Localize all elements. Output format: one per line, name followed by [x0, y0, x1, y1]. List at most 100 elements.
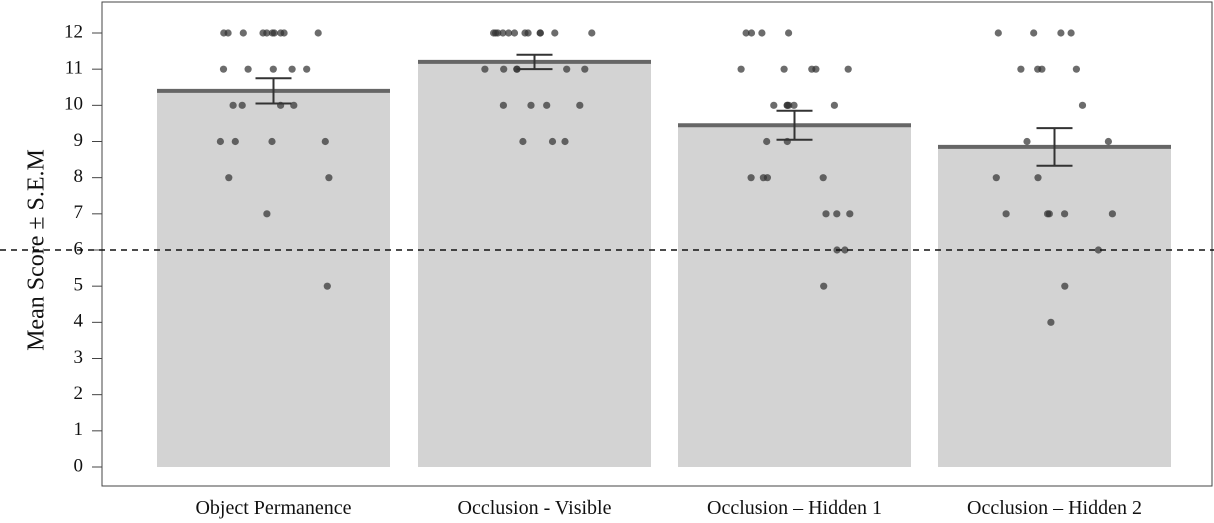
data-point: [1078, 101, 1087, 109]
y-axis-title: Mean Score ± S.E.M: [24, 149, 50, 351]
data-point: [269, 65, 277, 73]
data-point: [563, 65, 571, 73]
data-point: [588, 29, 596, 37]
data-point: [780, 65, 788, 73]
data-point: [763, 174, 772, 182]
data-point: [314, 29, 322, 37]
data-point: [833, 210, 841, 218]
data-point: [808, 65, 816, 73]
data-point: [259, 29, 267, 37]
data-point: [819, 174, 827, 182]
data-point: [499, 101, 507, 109]
y-tick-label: 0: [74, 455, 84, 476]
y-tick-label: 3: [74, 347, 84, 368]
data-point: [1108, 210, 1116, 218]
y-tick-label: 8: [74, 166, 84, 187]
data-point: [505, 29, 513, 37]
data-point: [280, 29, 288, 37]
data-point: [303, 65, 311, 73]
data-point: [737, 65, 745, 73]
data-point: [830, 101, 839, 109]
data-point: [325, 174, 333, 182]
data-point: [270, 29, 278, 37]
data-point: [244, 65, 252, 73]
data-point: [290, 101, 298, 109]
data-point: [1030, 29, 1038, 37]
data-point: [1023, 137, 1031, 146]
data-point: [581, 65, 589, 73]
data-point: [1017, 65, 1025, 73]
data-point: [1061, 282, 1069, 290]
data-point: [992, 174, 1000, 182]
x-tick-label: Object Permanence: [195, 497, 351, 519]
data-point: [268, 137, 276, 146]
y-tick-label: 10: [64, 94, 83, 115]
x-tick-label: Occlusion – Hidden 2: [967, 497, 1142, 519]
data-point: [1057, 29, 1065, 37]
data-point: [561, 137, 569, 146]
data-point: [763, 137, 771, 146]
data-point: [225, 174, 233, 182]
data-point: [790, 101, 798, 109]
data-point: [551, 29, 559, 37]
y-tick-label: 11: [65, 58, 83, 79]
data-point: [822, 210, 830, 218]
data-point: [499, 29, 507, 37]
data-point: [758, 29, 766, 37]
data-point: [770, 101, 778, 109]
data-point: [1104, 137, 1112, 146]
data-point: [527, 101, 535, 109]
x-tick-label: Occlusion - Visible: [458, 497, 612, 519]
data-point: [220, 29, 228, 37]
data-point: [785, 29, 793, 37]
data-point: [500, 65, 508, 73]
data-point: [216, 137, 224, 146]
data-point: [229, 101, 237, 109]
data-point: [1002, 210, 1010, 218]
bar: [157, 90, 390, 467]
data-point: [1094, 246, 1102, 254]
bar: [678, 125, 911, 467]
y-tick-label: 5: [74, 275, 84, 296]
data-point: [844, 65, 852, 73]
data-point: [820, 282, 828, 290]
plot-frame: [101, 1, 1213, 487]
y-tick-label: 4: [74, 311, 84, 332]
data-point: [536, 29, 544, 37]
data-point: [490, 29, 498, 37]
data-point: [1061, 210, 1069, 218]
y-tick-label: 7: [74, 202, 84, 223]
data-point: [543, 101, 551, 109]
data-point: [1038, 65, 1046, 73]
data-point: [1072, 65, 1080, 73]
data-point: [548, 137, 557, 146]
bar: [418, 61, 651, 467]
data-point: [1045, 210, 1053, 218]
data-point: [1047, 318, 1055, 326]
data-point: [1067, 29, 1075, 37]
data-point: [846, 210, 854, 218]
data-point: [519, 137, 527, 146]
data-point: [524, 29, 532, 37]
y-tick-label: 2: [74, 383, 84, 404]
data-point: [238, 101, 246, 109]
data-point: [1034, 174, 1042, 182]
data-point: [263, 210, 271, 218]
data-point: [481, 65, 489, 73]
data-point: [239, 29, 247, 37]
data-point: [321, 137, 329, 146]
data-point: [323, 282, 331, 290]
y-tick-label: 9: [74, 130, 84, 151]
y-tick-label: 12: [64, 21, 83, 42]
y-tick-label: 6: [74, 238, 84, 259]
x-tick-label: Occlusion – Hidden 1: [707, 497, 882, 519]
data-point: [841, 246, 849, 254]
data-point: [747, 29, 756, 37]
data-point: [288, 65, 296, 73]
data-point: [219, 65, 228, 73]
y-tick-label: 1: [74, 419, 84, 440]
data-point: [510, 29, 519, 37]
bar: [938, 146, 1171, 468]
data-point: [576, 101, 584, 109]
